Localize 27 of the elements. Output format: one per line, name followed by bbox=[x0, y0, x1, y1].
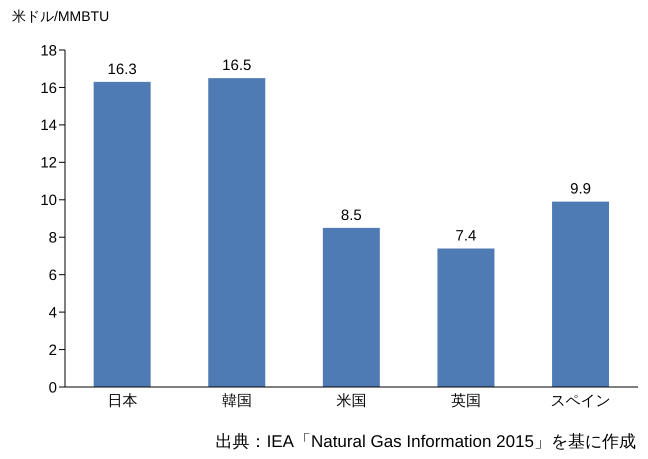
y-tick-label: 0 bbox=[48, 379, 57, 396]
source-note: 出典：IEA「Natural Gas Information 2015」を基に作成 bbox=[216, 431, 636, 453]
bar bbox=[322, 228, 380, 387]
bar bbox=[94, 82, 151, 387]
bar bbox=[208, 78, 266, 387]
y-tick-label: 4 bbox=[48, 304, 57, 322]
data-label: 16.3 bbox=[108, 60, 137, 78]
y-axis-title: 米ドル/MMBTU bbox=[12, 8, 110, 26]
x-tick-label: スペイン bbox=[550, 392, 611, 410]
data-label: 9.9 bbox=[570, 180, 591, 198]
data-label: 8.5 bbox=[340, 206, 362, 224]
x-tick-label: 英国 bbox=[451, 392, 482, 410]
bar bbox=[437, 248, 494, 387]
x-tick-label: 韓国 bbox=[222, 392, 252, 410]
y-tick-label: 10 bbox=[40, 192, 57, 210]
y-tick-label: 14 bbox=[40, 117, 57, 134]
y-tick-label: 6 bbox=[48, 266, 57, 284]
y-tick-label: 8 bbox=[48, 230, 57, 247]
y-tick-label: 16 bbox=[40, 80, 57, 97]
data-label: 16.5 bbox=[222, 57, 252, 74]
x-tick-label: 日本 bbox=[107, 392, 138, 410]
y-tick-label: 2 bbox=[48, 342, 57, 359]
x-tick-label: 米国 bbox=[336, 392, 366, 410]
data-label: 7.4 bbox=[456, 227, 476, 244]
bar bbox=[552, 202, 610, 387]
y-tick-label: 18 bbox=[40, 42, 57, 60]
y-tick-label: 12 bbox=[40, 154, 57, 172]
